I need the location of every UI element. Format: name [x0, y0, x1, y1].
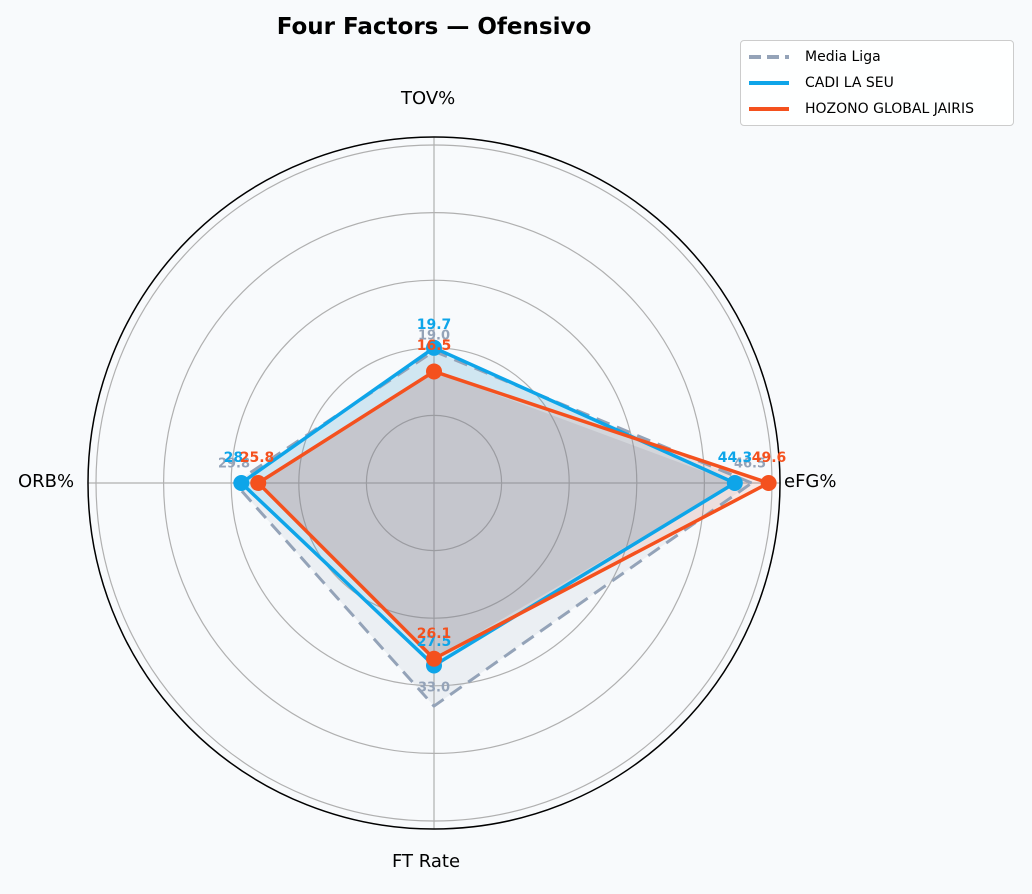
legend-label: CADI LA SEU	[805, 75, 894, 91]
value-label-hozono-efg: 49.6	[751, 450, 787, 466]
axis-label-ft-rate: FT Rate	[392, 851, 461, 872]
series-fill	[241, 347, 735, 666]
value-label-media-orb: 29.8	[217, 456, 251, 472]
value-label-cadi-ft: 27.5	[416, 634, 452, 650]
data-point-marker	[726, 475, 743, 491]
value-label-media-ft: 33.0	[417, 680, 451, 696]
legend-swatch-dashed-icon	[749, 55, 789, 59]
value-label-cadi-orb: 28.	[223, 450, 249, 466]
series-fill	[258, 371, 769, 659]
legend-item-cadi-la-seu: CADI LA SEU	[749, 73, 894, 93]
legend-swatch-line-icon	[749, 81, 789, 85]
axis-label-orb: ORB%	[18, 471, 75, 492]
data-point-marker	[250, 475, 267, 491]
axis-label-tov: TOV%	[401, 88, 456, 109]
overlap-fill	[258, 371, 735, 659]
legend-swatch-line-icon	[749, 107, 789, 111]
chart-legend: Media Liga CADI LA SEU HOZONO GLOBAL JAI…	[740, 40, 1014, 126]
data-point-marker	[426, 339, 442, 356]
series-fill	[234, 351, 752, 707]
value-label-media-efg: 46.5	[733, 456, 767, 472]
axis-label-efg: eFG%	[784, 471, 837, 492]
data-point-marker	[426, 363, 442, 380]
legend-label: HOZONO GLOBAL JAIRIS	[805, 101, 975, 117]
data-point-marker	[426, 650, 442, 667]
outer-spine	[87, 136, 781, 830]
chart-title: Four Factors — Ofensivo	[276, 14, 592, 40]
value-label-cadi-tov: 19.7	[416, 317, 452, 333]
data-point-marker	[233, 475, 250, 491]
value-label-hozono-orb: 25.8	[239, 450, 275, 466]
value-label-hozono-ft: 26.1	[416, 626, 452, 642]
legend-item-media-liga: Media Liga	[749, 47, 881, 67]
legend-label: Media Liga	[805, 49, 881, 65]
value-label-media-tov: 19.0	[417, 328, 451, 344]
data-point-marker	[760, 475, 777, 491]
value-label-hozono-tov: 16.5	[416, 338, 452, 354]
legend-item-hozono-global-jairis: HOZONO GLOBAL JAIRIS	[749, 99, 974, 119]
radar-series	[233, 339, 777, 708]
value-label-cadi-efg: 44.3	[717, 450, 753, 466]
